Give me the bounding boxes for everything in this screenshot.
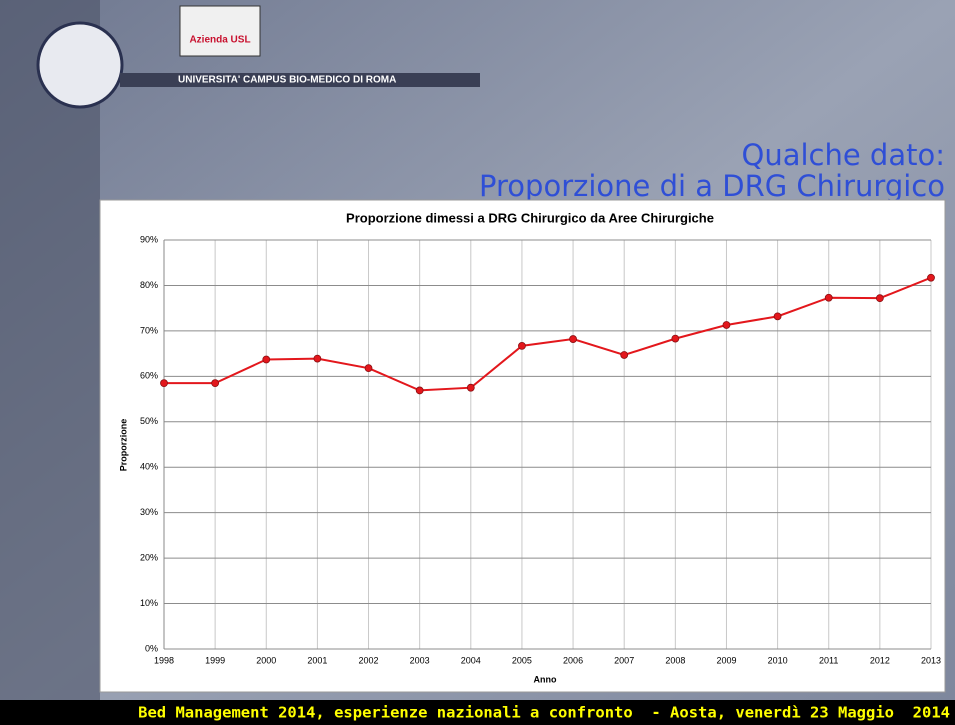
header-bar [120,73,480,87]
y-tick-label: 90% [140,234,158,244]
data-point [824,293,833,302]
slide-title: Qualche dato: [742,138,945,172]
x-tick-label: 2005 [512,655,532,665]
y-tick-label: 20% [140,552,158,562]
x-axis-label: Anno [534,674,557,684]
y-tick-label: 50% [140,416,158,426]
plot: 1998 1999 2000 2001 2002 2003 2004 2005 2006 2007… [140,234,941,665]
data-point [364,364,373,373]
partner-name: Azienda USL [189,35,250,46]
y-axis-label: Proporzione [118,419,128,472]
y-tick-label: 10% [140,598,158,608]
x-tick-label: 1999 [205,655,225,665]
university-name: UNIVERSITA' CAMPUS BIO-MEDICO DI ROMA [178,75,396,86]
data-point [415,386,424,395]
x-tick-label: 2003 [410,655,430,665]
y-tick-label: 0% [145,643,158,653]
data-point [773,312,782,321]
y-tick-label: 80% [140,280,158,290]
chart-area [99,199,946,693]
x-tick-label: 2009 [716,655,736,665]
y-tick-label: 60% [140,371,158,381]
data-point [466,383,475,392]
x-tick-label: 2001 [307,655,327,665]
data-point [569,335,577,343]
y-tick-label: 30% [140,507,158,517]
x-tick-label: 2006 [563,655,583,665]
data-point [262,355,271,364]
x-tick-label: 2002 [359,655,379,665]
data-point [313,354,322,363]
x-tick-label: 2011 [819,655,838,665]
y-tick-label: 70% [140,325,158,335]
slide-title: Proporzione di a DRG Chirurgico [479,169,945,203]
partner-logo [179,5,261,57]
chart-title: Proporzione dimessi a DRG Chirurgico da … [346,210,714,225]
x-tick-label: 2013 [921,655,941,665]
y-tick-label: 40% [140,462,158,472]
x-tick-label: 1998 [154,655,174,665]
data-point [160,379,168,388]
data-point [671,334,680,343]
data-point [211,379,220,388]
x-tick-label: 2004 [461,655,481,665]
university-logo [36,21,124,109]
data-point [620,351,629,359]
x-tick-label: 2012 [870,655,890,665]
data-point [927,273,935,282]
data-point [875,294,884,303]
footer: Bed Management 2014, esperienze nazional… [138,704,950,722]
x-tick-label: 2007 [614,655,634,665]
data-point [518,341,526,350]
background-art [0,0,100,700]
footer-bar [0,700,955,725]
x-tick-label: 2010 [768,655,788,665]
line-series [164,276,932,392]
x-tick-label: 2000 [256,655,276,665]
data-point [722,321,731,329]
x-tick-label: 2008 [665,655,685,665]
